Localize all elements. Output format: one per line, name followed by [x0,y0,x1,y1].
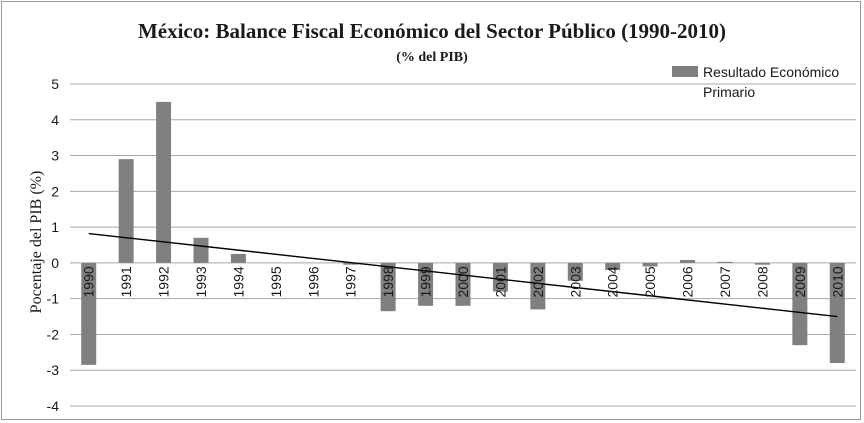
x-tick-label: 2003 [567,266,583,297]
bar-1993 [193,237,209,263]
bar-2006 [680,260,696,263]
x-tick-label: 1993 [193,266,209,297]
y-tick-label: -1 [47,291,60,307]
x-tick-label: 2010 [829,266,845,297]
x-tick-label: 1996 [305,266,321,297]
trendline-group [88,232,838,318]
bar-2010 [829,262,845,364]
x-tick-label: 2005 [642,266,658,297]
chart-subtitle: (% del PIB) [396,50,468,65]
y-tick-label: 3 [51,148,59,164]
x-tick-label: 2006 [680,266,696,297]
trendline [88,232,838,318]
x-tick-label: 2004 [605,266,621,297]
bar-2004 [605,262,621,271]
x-tick-label: 2000 [455,266,471,297]
y-axis-ticks: 5 4 3 2 1 0 -1 -2 -3 -4 [47,76,60,414]
x-tick-label: 1994 [230,266,246,297]
y-tick-label: 4 [51,112,59,128]
x-axis-ticks: 1990 1991 1992 1993 1994 1995 1996 1997 1998 1999… [81,266,846,297]
bar-2001 [492,262,508,292]
x-tick-label: 1995 [268,266,284,297]
x-tick-label: 2002 [530,266,546,297]
y-tick-label: 2 [51,183,59,199]
legend: Resultado Económico Primario [672,64,839,100]
bar-2005 [642,262,658,267]
x-tick-label: 2008 [754,266,770,297]
bar-1992 [156,101,172,263]
x-tick-label: 1991 [118,266,134,297]
bar-2000 [455,262,471,306]
x-tick-label: 2009 [792,266,808,297]
bar-1991 [118,159,134,263]
bar-2007 [717,261,733,263]
bar-2002 [530,262,546,310]
y-tick-label: -3 [47,362,60,378]
legend-label-line-1: Resultado Económico [703,64,839,80]
x-tick-label: 1998 [380,266,396,297]
chart-title: México: Balance Fiscal Económico del Sec… [138,19,726,43]
bar-2003 [567,262,583,281]
y-tick-label: 0 [51,255,59,271]
legend-swatch [672,66,698,77]
bar-1998 [380,262,396,312]
x-tick-label: 1992 [156,266,172,297]
bar-2008 [754,262,770,265]
y-tick-label: 5 [51,76,59,92]
y-axis-label: Pocentaje del PIB (%) [28,171,45,314]
y-tick-label: -2 [47,326,60,342]
x-tick-label: 2001 [492,266,508,297]
bar-2009 [792,262,808,346]
bar-1990 [81,262,97,365]
legend-label-line-2: Primario [703,84,755,100]
x-tick-label: 2007 [717,266,733,297]
y-tick-label: 1 [51,219,59,235]
bar-1994 [230,253,246,263]
bar-1999 [418,262,434,306]
y-tick-label: -4 [47,398,60,414]
bars [81,101,845,365]
bar-1997 [343,262,359,265]
x-tick-label: 1999 [418,266,434,297]
x-tick-label: 1990 [81,266,97,297]
x-tick-label: 1997 [343,266,359,297]
